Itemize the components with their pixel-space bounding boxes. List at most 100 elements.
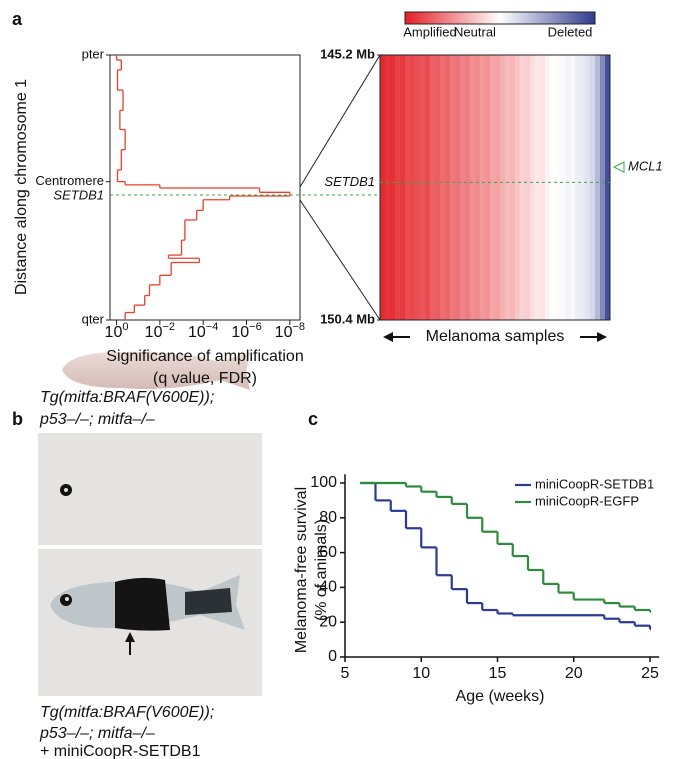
heatmap-column — [450, 55, 456, 320]
x-tick-label: 10−2 — [145, 321, 175, 341]
heatmap-column — [425, 55, 431, 320]
x-tick-label: 10−4 — [188, 321, 218, 341]
heatmap-column — [395, 55, 401, 320]
y-tick-label: 60 — [319, 544, 337, 561]
x-tick-label: 25 — [641, 665, 659, 682]
heatmap-column — [525, 55, 531, 320]
heatmap-column — [385, 55, 391, 320]
y-tick-label: 150.4 Mb — [320, 311, 375, 326]
heatmap-column — [555, 55, 561, 320]
arrow-head — [597, 332, 607, 342]
heatmap-column — [415, 55, 421, 320]
heatmap-column — [490, 55, 496, 320]
heatmap-column — [380, 55, 386, 320]
y-tick-label: Centromere — [35, 173, 104, 188]
heatmap-column — [405, 55, 411, 320]
x-tick-label: 10−8 — [275, 321, 305, 341]
x-tick-label: 15 — [489, 665, 507, 682]
heatmap-column — [400, 55, 406, 320]
x-tick-label: 10 — [412, 665, 430, 682]
arrow-head — [383, 332, 393, 342]
heatmap-column — [455, 55, 461, 320]
x-tick-exponent: 0 — [122, 321, 128, 333]
y-tick-label: qter — [82, 311, 105, 326]
panel-label: b — [12, 409, 23, 429]
fish-eye — [65, 597, 69, 601]
caption: + miniCoopR-SETDB1 — [40, 743, 201, 759]
x-tick-label: 100 — [105, 321, 129, 341]
heatmap-column — [485, 55, 491, 320]
heatmap-column — [600, 55, 606, 320]
x-axis-label: Age (weeks) — [456, 688, 545, 705]
colorbar-label: Neutral — [454, 24, 496, 39]
heatmap-column — [475, 55, 481, 320]
heatmap-column — [545, 55, 551, 320]
x-tick-base: 10 — [105, 324, 123, 341]
heatmap-column — [420, 55, 426, 320]
heatmap-column — [515, 55, 521, 320]
y-tick-label: 145.2 Mb — [320, 46, 375, 61]
x-tick-base: 10 — [145, 324, 163, 341]
x-tick-label: 20 — [565, 665, 583, 682]
heatmap-column — [590, 55, 596, 320]
caption: p53–/–; mitfa–/– — [39, 411, 155, 428]
x-axis-label: (q value, FDR) — [153, 370, 257, 387]
y-axis-label: Distance along chromosome 1 — [13, 79, 30, 295]
heatmap-column — [390, 55, 396, 320]
heatmap-column — [575, 55, 581, 320]
marker-triangle — [612, 161, 625, 173]
heatmap-column — [560, 55, 566, 320]
fish-body — [62, 351, 250, 390]
zoom-connector — [299, 199, 381, 321]
heatmap-column — [480, 55, 486, 320]
x-tick-base: 10 — [231, 324, 249, 341]
y-tick-label: 0 — [328, 648, 337, 665]
heatmap-column — [580, 55, 586, 320]
fish — [62, 351, 250, 390]
heatmap-column — [410, 55, 416, 320]
y-axis-label: (% of animals) — [313, 519, 330, 621]
tumor — [115, 577, 170, 631]
y-axis-label: Melanoma-free survival — [293, 487, 310, 653]
heatmap-column — [445, 55, 451, 320]
arrow-head — [125, 632, 135, 642]
heatmap-frame — [379, 54, 611, 321]
caption: Tg(mitfa:BRAF(V600E)); — [40, 389, 214, 406]
y-tick-label: 80 — [319, 509, 337, 526]
heatmap-column — [520, 55, 526, 320]
heatmap-column — [510, 55, 516, 320]
pigment — [185, 588, 232, 615]
heatmap-column — [505, 55, 511, 320]
x-tick-exponent: −8 — [292, 321, 305, 333]
x-tick-label: 10−6 — [231, 321, 261, 341]
colorbar-label: Amplified — [403, 24, 456, 39]
heatmap-column — [570, 55, 576, 320]
heatmap-column — [470, 55, 476, 320]
heatmap-column — [535, 55, 541, 320]
heatmap-column — [440, 55, 446, 320]
y-tick-label: pter — [82, 46, 105, 61]
heatmap-column — [530, 55, 536, 320]
heatmap-column — [495, 55, 501, 320]
x-tick-exponent: −2 — [162, 321, 175, 333]
colorbar — [404, 11, 596, 25]
legend-label: miniCoopR-SETDB1 — [535, 476, 654, 491]
y-tick-label: 20 — [319, 613, 337, 630]
photo — [38, 433, 262, 545]
reference-label: SETDB1 — [324, 174, 375, 189]
x-axis-label: Significance of amplification — [106, 348, 303, 365]
reference-label: SETDB1 — [53, 187, 104, 202]
panel-label: a — [12, 9, 23, 29]
colorbar-label: Deleted — [548, 24, 593, 39]
heatmap-column — [540, 55, 546, 320]
x-tick-exponent: −6 — [249, 321, 262, 333]
heatmap-column — [565, 55, 571, 320]
x-tick-base: 10 — [275, 324, 293, 341]
legend-label: miniCoopR-EGFP — [535, 493, 639, 508]
caption: Tg(mitfa:BRAF(V600E)); — [40, 704, 214, 721]
panel-label: c — [308, 409, 318, 429]
zoom-connector — [299, 54, 381, 188]
heatmap-column — [465, 55, 471, 320]
x-axis-label: Melanoma samples — [426, 328, 565, 345]
